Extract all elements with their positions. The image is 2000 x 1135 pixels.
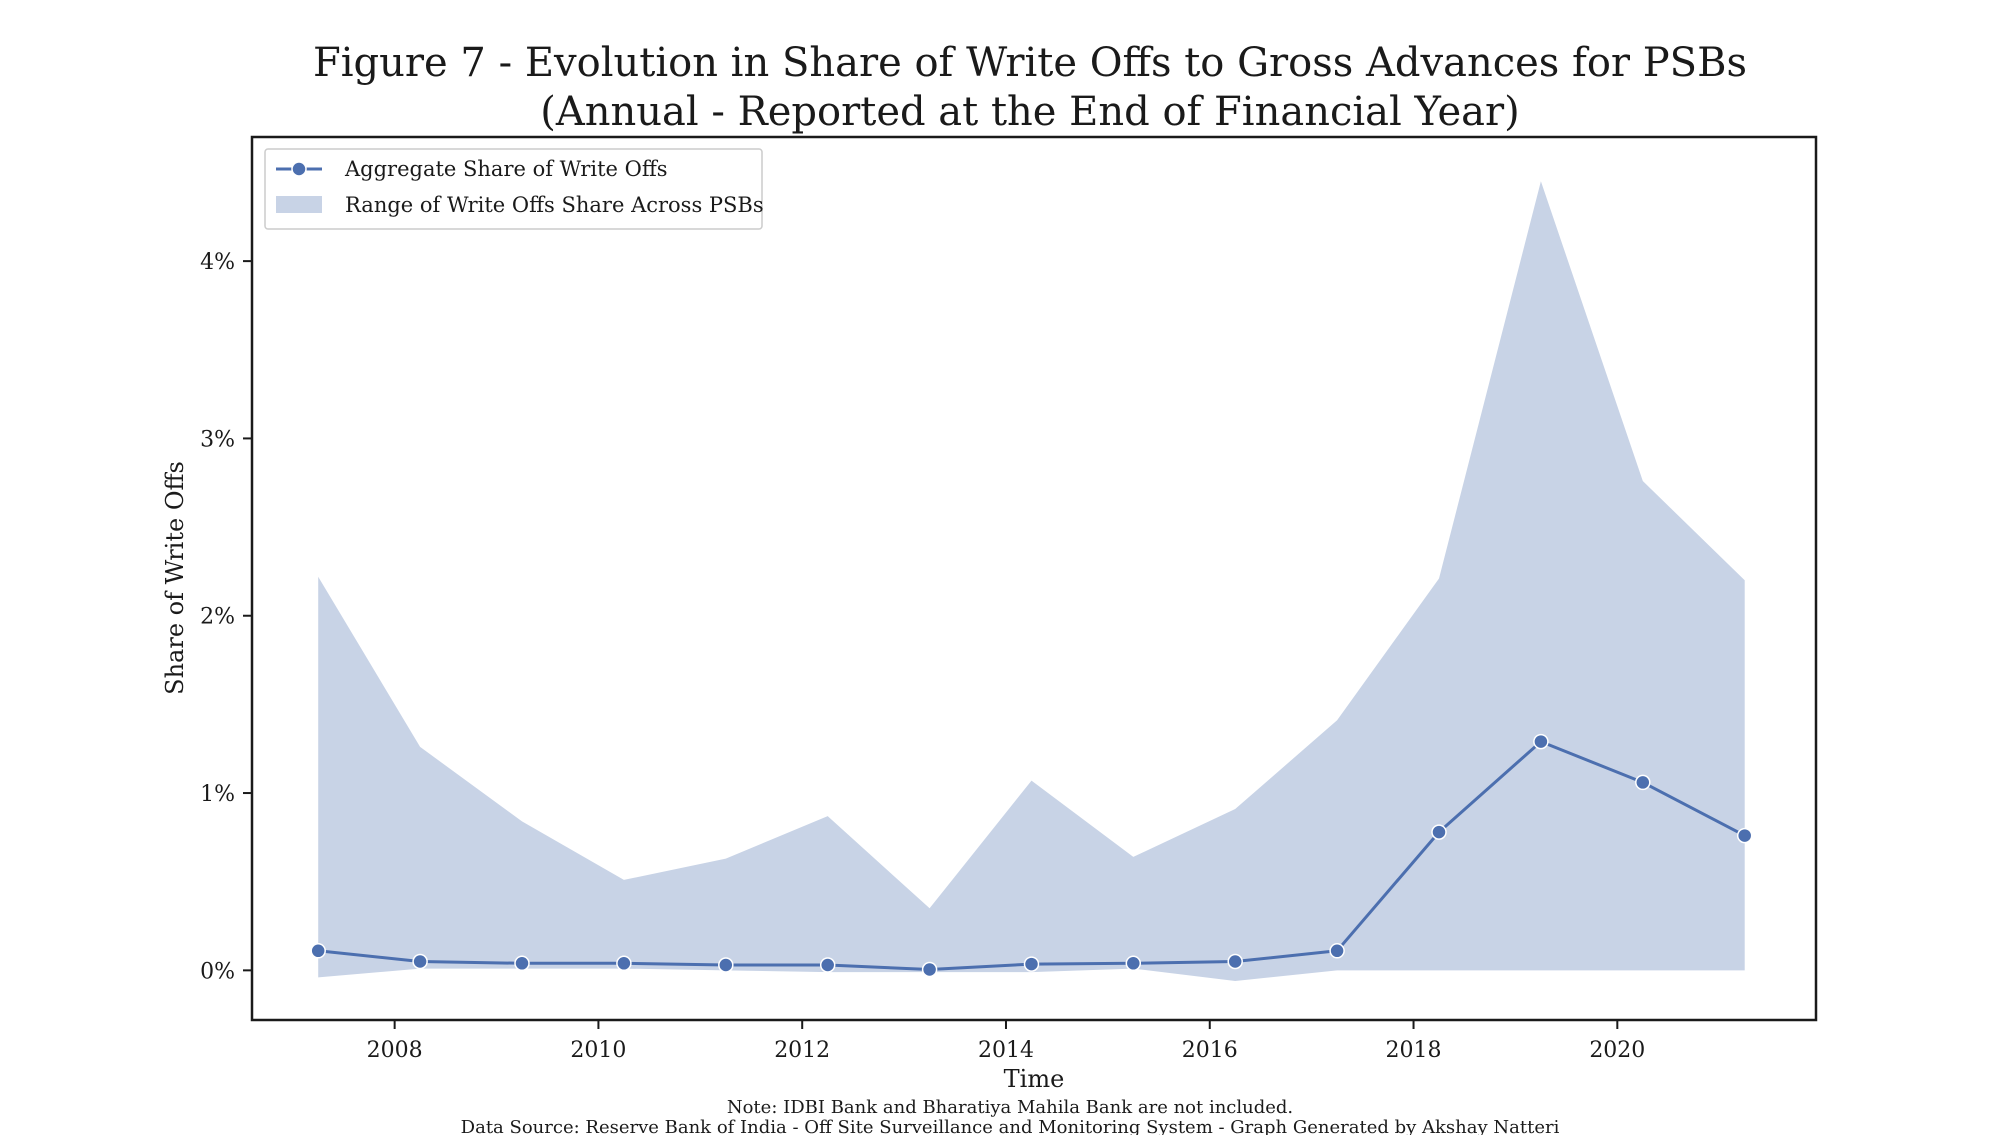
range-band-layer	[318, 181, 1745, 982]
aggregate-point	[1635, 774, 1651, 791]
x-tick-label: 2016	[1182, 1038, 1238, 1063]
aggregate-point	[1329, 943, 1345, 959]
aggregate-point	[1533, 733, 1549, 750]
legend: Aggregate Share of Write Offs Range of W…	[264, 148, 764, 230]
aggregate-markers-layer	[310, 733, 1753, 978]
aggregate-point	[1023, 956, 1040, 972]
y-tick-label: 4%	[200, 250, 235, 275]
aggregate-point	[1125, 955, 1142, 972]
y-axis-label: Share of Write Offs	[161, 461, 189, 695]
range-band-area	[318, 181, 1745, 982]
chart-subtitle: (Annual - Reported at the End of Financi…	[540, 89, 1519, 135]
aggregate-point	[412, 953, 428, 970]
legend-box	[264, 148, 763, 230]
aggregate-point	[1227, 953, 1243, 970]
x-tick-label: 2010	[570, 1038, 626, 1063]
y-tick-label: 3%	[200, 427, 235, 452]
legend-band-swatch	[276, 196, 322, 213]
plot-area-frame	[250, 135, 1818, 1022]
x-tick-label: 2012	[774, 1038, 830, 1063]
x-tick-label: 2020	[1589, 1038, 1645, 1063]
y-tick-label: 2%	[200, 605, 235, 630]
aggregate-point	[616, 955, 632, 972]
aggregate-point	[819, 957, 836, 973]
legend-label-aggregate: Aggregate Share of Write Offs	[344, 157, 668, 181]
aggregate-point	[310, 943, 326, 959]
aggregate-point	[718, 957, 734, 973]
y-tick-label: 0%	[200, 959, 235, 984]
aggregate-point	[1736, 827, 1753, 844]
y-tick-label: 1%	[200, 782, 235, 807]
aggregate-point	[921, 961, 938, 978]
footer-source: Data Source: Reserve Bank of India - Off…	[461, 1117, 1560, 1135]
x-tick-label: 2018	[1386, 1038, 1442, 1063]
x-axis-ticks: 2008 2010 2012 2014 2016 2018 2020	[367, 1020, 1645, 1063]
legend-marker-swatch	[291, 161, 307, 177]
chart-title: Figure 7 - Evolution in Share of Write O…	[313, 40, 1747, 86]
y-axis-ticks: 0% 1% 2% 3% 4%	[200, 250, 252, 984]
x-tick-label: 2008	[367, 1038, 423, 1063]
footer-note: Note: IDBI Bank and Bharatiya Mahila Ban…	[727, 1097, 1293, 1118]
x-axis-label: Time	[1004, 1065, 1065, 1093]
aggregate-point	[514, 955, 530, 972]
aggregate-point	[1431, 824, 1447, 840]
x-tick-label: 2014	[978, 1038, 1034, 1063]
legend-label-range: Range of Write Offs Share Across PSBs	[345, 193, 764, 217]
